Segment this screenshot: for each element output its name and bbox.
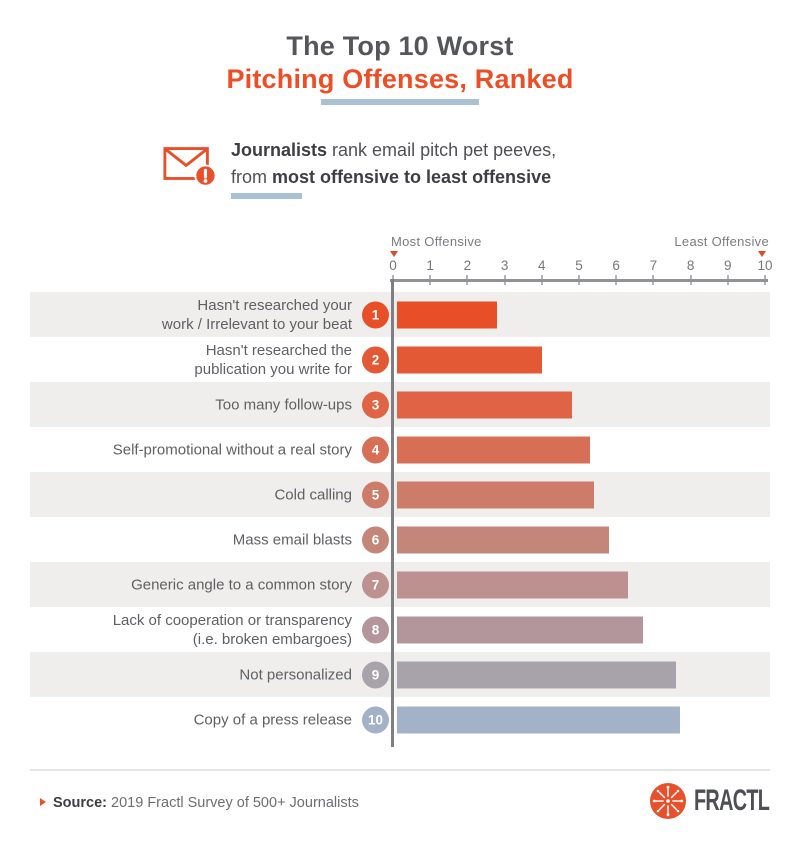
rank-number: 5: [371, 487, 380, 502]
row-label: Hasn't researched your work / Irrelevant…: [161, 296, 352, 333]
axis-tick-label: 3: [500, 258, 509, 273]
row-label: Generic angle to a common story: [131, 575, 352, 593]
source-bullet-icon: [40, 798, 46, 806]
chart-row: Mass email blasts 6: [30, 517, 770, 562]
subtitle-bold-range: most offensive to least offensive: [272, 167, 552, 187]
bar: [397, 706, 680, 733]
axis-zero-line: [391, 279, 394, 747]
chart-row: Too many follow-ups 3: [30, 382, 770, 427]
rank-badge: 6: [362, 526, 389, 553]
fractl-wordmark: FRACTL: [694, 784, 770, 817]
subtitle-bold-journalists: Journalists: [231, 140, 328, 160]
title-line-1: The Top 10 Worst: [286, 31, 514, 61]
row-label: Hasn't researched the publication you wr…: [194, 341, 352, 378]
axis-tick-label: 10: [757, 258, 773, 273]
axis-tick-label: 7: [649, 258, 658, 273]
subtitle-text-1: rank email pitch pet peeves,: [327, 140, 557, 160]
rank-number: 7: [371, 577, 380, 592]
rank-badge: 5: [362, 481, 389, 508]
rank-badge: 2: [362, 346, 389, 373]
rank-number: 10: [367, 712, 384, 727]
bar: [397, 391, 572, 418]
chart-rows: Hasn't researched your work / Irrelevant…: [30, 292, 770, 742]
bar: [397, 436, 591, 463]
bar: [397, 661, 676, 688]
axis-tick-label: 4: [538, 258, 546, 273]
subtitle-text-2: from: [231, 167, 273, 187]
axis-label-most-offensive: Most Offensive: [391, 234, 482, 249]
chart-row: Generic angle to a common story 7: [30, 562, 770, 607]
chart-row: Cold calling 5: [30, 472, 770, 517]
title-line-2: Pitching Offenses, Ranked: [226, 63, 574, 94]
source-line: Source: 2019 Fractl Survey of 500+ Journ…: [40, 795, 359, 811]
subtitle-underline: [231, 193, 302, 199]
fractl-mark-icon: [650, 783, 686, 819]
axis-tick-label: 5: [575, 258, 583, 273]
axis-baseline: [390, 279, 768, 282]
rank-number: 6: [371, 532, 380, 547]
fractl-logo: FRACTL: [650, 783, 800, 819]
bar: [397, 301, 498, 328]
email-alert-icon: [162, 140, 218, 193]
bar: [397, 571, 628, 598]
source-text: 2019 Fractl Survey of 500+ Journalists: [107, 795, 359, 811]
row-label: Self-promotional without a real story: [112, 440, 352, 458]
bar: [397, 616, 643, 643]
axis-arrow-left-icon: [390, 251, 398, 257]
rank-number: 8: [371, 622, 380, 637]
rank-number: 2: [371, 352, 380, 367]
axis-tick-label: 1: [426, 258, 434, 273]
chart-row: Hasn't researched the publication you wr…: [30, 337, 770, 382]
rank-badge: 3: [362, 391, 389, 418]
bar: [397, 346, 543, 373]
footer-divider: [30, 769, 770, 771]
rank-badge: 8: [362, 616, 389, 643]
rank-badge: 10: [362, 706, 389, 733]
chart-row: Not personalized 9: [30, 652, 770, 697]
row-label: Not personalized: [239, 665, 352, 683]
bar: [397, 481, 595, 508]
bar: [397, 526, 609, 553]
rank-badge: 9: [362, 661, 389, 688]
axis-arrow-right-icon: [758, 251, 766, 257]
row-label: Mass email blasts: [232, 530, 352, 548]
row-label: Copy of a press release: [193, 710, 352, 728]
title-underline: [321, 99, 479, 105]
page-title: The Top 10 Worst Pitching Offenses, Rank…: [0, 30, 800, 96]
chart-row: Hasn't researched your work / Irrelevant…: [30, 292, 770, 337]
row-label: Too many follow-ups: [215, 395, 352, 413]
axis-tick-label: 9: [724, 258, 732, 273]
source-label: Source:: [53, 795, 107, 811]
axis-tick-label: 8: [686, 258, 695, 273]
subtitle: Journalists rank email pitch pet peeves,…: [231, 137, 556, 191]
rank-number: 4: [371, 442, 380, 457]
chart-row: Lack of cooperation or transparency (i.e…: [30, 607, 770, 652]
rank-number: 9: [371, 667, 380, 682]
row-label: Lack of cooperation or transparency (i.e…: [112, 611, 352, 648]
rank-number: 3: [371, 397, 380, 412]
row-label: Cold calling: [274, 485, 352, 503]
axis-tick-label: 6: [612, 258, 620, 273]
rank-badge: 1: [362, 301, 389, 328]
chart-row: Copy of a press release 10: [30, 697, 770, 742]
axis-tick-label: 2: [463, 258, 472, 273]
axis-tick-label: 0: [389, 258, 397, 273]
chart-row: Self-promotional without a real story 4: [30, 427, 770, 472]
axis-label-least-offensive: Least Offensive: [674, 234, 769, 249]
rank-badge: 7: [362, 571, 389, 598]
rank-badge: 4: [362, 436, 389, 463]
rank-number: 1: [371, 307, 380, 322]
